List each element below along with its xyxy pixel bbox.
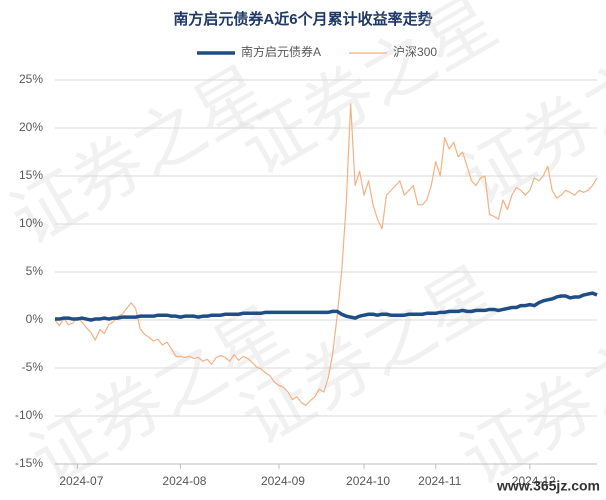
x-tick-label: 2024-07 <box>59 474 103 488</box>
x-tick-label: 2024-09 <box>261 474 305 488</box>
legend-label: 南方启元债券A <box>241 44 321 59</box>
chart-title: 南方启元债券A近6个月累计收益率走势 <box>173 10 432 28</box>
y-tick-label: -10% <box>15 408 43 422</box>
series-line <box>55 291 598 322</box>
x-tick-label: 2024-10 <box>346 474 390 488</box>
y-tick-label: 10% <box>19 216 43 230</box>
y-tick-label: 20% <box>19 120 43 134</box>
series-line <box>54 103 598 407</box>
x-tick-label: 2024-08 <box>162 474 206 488</box>
site-watermark: www.365jz.com <box>496 478 600 494</box>
y-tick-label: 15% <box>19 168 43 182</box>
x-tick-label: 2024-12 <box>512 474 556 488</box>
y-tick-label: 25% <box>19 72 43 86</box>
x-tick-label: 2024-11 <box>418 474 461 488</box>
y-tick-label: -5% <box>22 360 44 374</box>
y-tick-label: -15% <box>15 456 43 470</box>
y-tick-label: 5% <box>26 264 44 278</box>
y-tick-label: 0% <box>26 312 44 326</box>
legend-label: 沪深300 <box>393 45 437 59</box>
